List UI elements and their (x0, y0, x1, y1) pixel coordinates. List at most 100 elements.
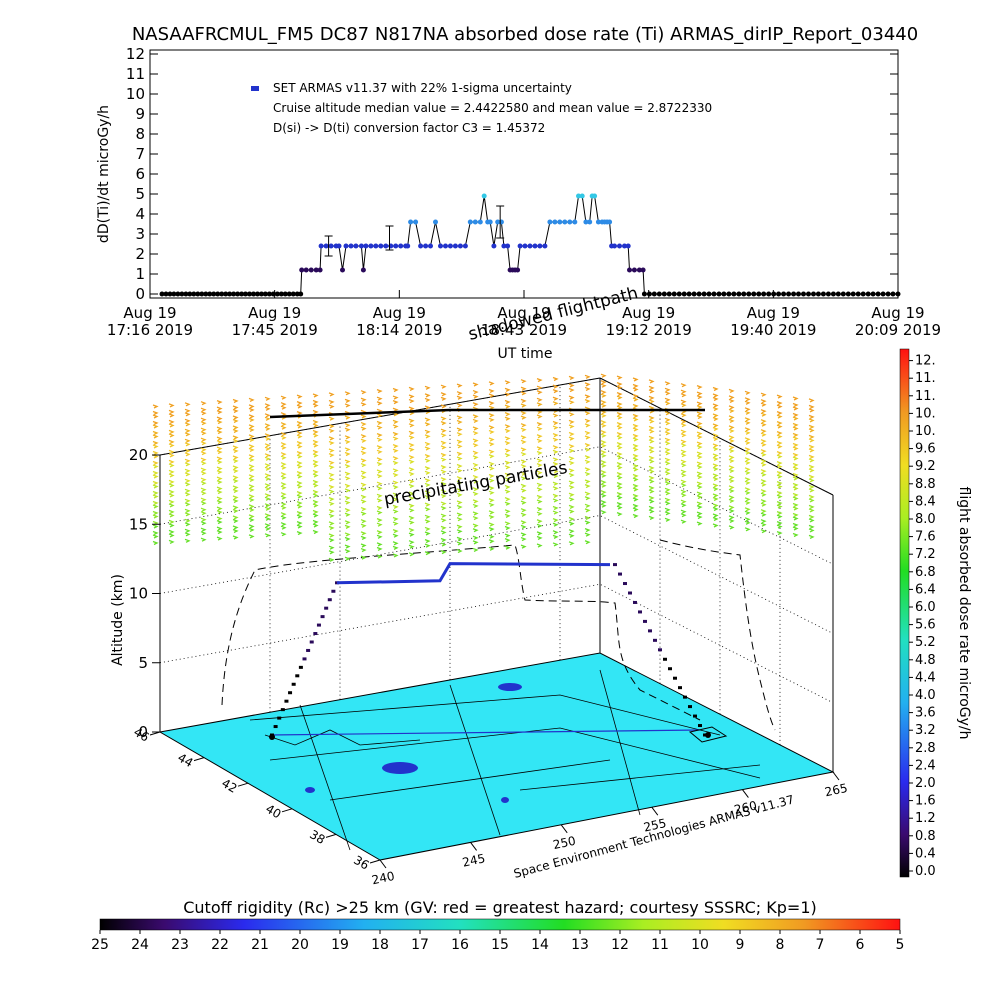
particle-mark (584, 374, 591, 379)
particle-mark (632, 453, 639, 459)
altitude-axis-label: Altitude (km) (110, 574, 126, 666)
particle-mark (424, 482, 431, 488)
particle-mark (600, 453, 607, 458)
particle-mark (216, 466, 223, 471)
particle-mark (168, 523, 175, 528)
particle-mark (408, 508, 415, 513)
particle-mark (328, 465, 335, 470)
particle-mark (744, 457, 751, 462)
particle-mark (728, 418, 735, 423)
particle-mark (680, 463, 687, 468)
y-tick-label: 3 (135, 225, 145, 243)
particle-mark (392, 407, 399, 412)
particle-mark (792, 472, 799, 478)
particle-mark (168, 423, 175, 428)
particle-mark (664, 437, 671, 442)
particle-mark (376, 530, 383, 535)
particle-mark (776, 440, 783, 446)
descent-point (698, 724, 702, 728)
particle-mark (312, 483, 319, 488)
particle-mark (552, 437, 559, 442)
particle-mark (408, 515, 415, 520)
particle-mark (344, 471, 351, 476)
particle-mark (248, 487, 255, 492)
z-tick-label: 10 (129, 585, 148, 603)
particle-mark (792, 426, 799, 431)
particle-mark (152, 504, 159, 509)
particle-mark (616, 415, 623, 420)
particle-mark (216, 529, 223, 535)
particle-mark (744, 397, 751, 402)
particle-mark (168, 439, 175, 444)
y-tick-label: 11 (126, 65, 145, 83)
particle-mark (584, 430, 591, 436)
particle-mark (744, 497, 751, 502)
particle-mark (504, 387, 511, 392)
dose-colorbar-tick-label: 9.2 (915, 459, 936, 474)
particle-mark (312, 429, 319, 435)
x-tick-label-date: Aug 19 (871, 304, 924, 322)
particle-mark (392, 497, 399, 502)
particle-mark (248, 447, 255, 452)
particle-mark (472, 443, 479, 448)
particle-mark (152, 460, 159, 466)
particle-mark (632, 423, 639, 429)
particle-mark (648, 415, 655, 420)
particle-mark (168, 449, 175, 454)
particle-mark (472, 426, 479, 431)
particle-mark (664, 467, 671, 472)
particle-mark (504, 533, 511, 538)
particle-mark (440, 421, 447, 426)
particle-mark (216, 496, 223, 501)
particle-mark (360, 555, 367, 560)
particle-mark (568, 529, 575, 534)
particle-mark (344, 423, 351, 428)
particle-mark (424, 519, 431, 524)
lat-tick-label: 40 (263, 802, 283, 822)
particle-mark (360, 531, 367, 536)
rigidity-colorbar-tick-label: 10 (691, 937, 709, 953)
particle-mark (792, 502, 799, 508)
particle-mark (616, 435, 623, 440)
particle-mark (552, 498, 559, 503)
particle-mark (248, 507, 255, 512)
particle-mark (424, 422, 431, 427)
particle-mark (360, 482, 367, 487)
particle-mark (280, 462, 287, 467)
particle-mark (664, 451, 671, 456)
particle-mark (664, 401, 671, 406)
rigidity-colorbar-scale (99, 918, 901, 931)
particle-mark (200, 491, 207, 496)
particle-mark (584, 467, 591, 472)
particle-mark (488, 502, 495, 507)
particle-mark (632, 427, 639, 432)
particle-mark (696, 461, 703, 466)
dose-point (195, 291, 201, 297)
particle-mark (536, 434, 543, 439)
particle-mark (616, 391, 623, 397)
particle-mark (376, 445, 383, 450)
particle-mark (424, 502, 431, 507)
particle-mark (152, 444, 159, 449)
particle-mark (552, 534, 559, 539)
particle-mark (568, 412, 575, 417)
particle-mark (584, 496, 591, 501)
particle-mark (600, 483, 607, 488)
particle-mark (744, 500, 751, 505)
particle-mark (616, 381, 623, 387)
dose-point (317, 267, 323, 273)
particle-mark (680, 423, 687, 428)
particle-mark (488, 522, 495, 527)
particle-mark (488, 442, 495, 447)
particle-mark (296, 394, 303, 399)
dose-point (251, 291, 256, 297)
particle-mark (728, 485, 735, 490)
particle-mark (536, 506, 543, 512)
particle-mark (456, 492, 463, 497)
particle-mark (296, 480, 303, 486)
particle-mark (344, 536, 351, 542)
particle-mark (584, 508, 591, 513)
particle-mark (152, 430, 159, 436)
particle-mark (184, 518, 191, 523)
particle-mark (552, 396, 559, 401)
